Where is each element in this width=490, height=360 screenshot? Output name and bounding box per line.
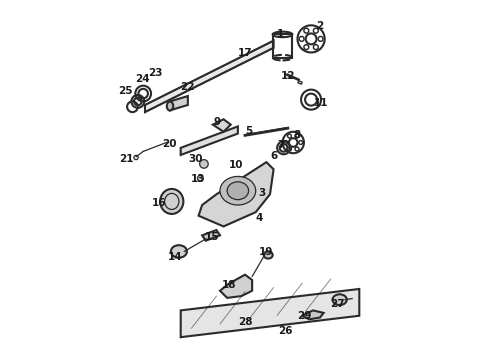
Circle shape [199, 159, 208, 168]
Text: 19: 19 [259, 247, 273, 257]
Text: 8: 8 [293, 130, 300, 140]
Circle shape [304, 28, 309, 33]
Polygon shape [198, 162, 273, 226]
Circle shape [299, 36, 304, 41]
Text: 18: 18 [222, 280, 237, 291]
Text: 6: 6 [270, 151, 278, 161]
Text: 28: 28 [239, 317, 253, 327]
Polygon shape [213, 119, 231, 132]
Text: 9: 9 [214, 117, 220, 127]
Text: 11: 11 [314, 98, 328, 108]
Text: 26: 26 [278, 326, 292, 336]
Text: 27: 27 [330, 299, 344, 309]
Text: 24: 24 [135, 74, 149, 84]
Polygon shape [202, 230, 220, 241]
Text: 14: 14 [168, 252, 183, 262]
Text: 17: 17 [238, 48, 252, 58]
Circle shape [288, 147, 292, 151]
Text: 7: 7 [277, 140, 284, 150]
Text: 3: 3 [259, 188, 266, 198]
Text: 1: 1 [276, 28, 284, 39]
Polygon shape [302, 310, 323, 319]
Circle shape [288, 134, 292, 138]
Circle shape [314, 45, 318, 50]
Circle shape [295, 147, 299, 151]
Bar [272, 35, 293, 58]
Text: 25: 25 [118, 86, 133, 96]
Text: 20: 20 [162, 139, 176, 149]
Ellipse shape [160, 189, 183, 214]
Circle shape [314, 28, 318, 33]
Circle shape [284, 140, 288, 144]
Text: 22: 22 [181, 82, 195, 92]
Ellipse shape [264, 251, 272, 258]
Polygon shape [145, 41, 273, 112]
Text: 15: 15 [205, 232, 220, 242]
Ellipse shape [171, 245, 187, 258]
Circle shape [197, 175, 203, 181]
Text: 2: 2 [317, 21, 323, 31]
Text: 4: 4 [256, 212, 263, 222]
Ellipse shape [220, 176, 256, 205]
Text: 13: 13 [191, 174, 206, 184]
Polygon shape [298, 81, 302, 84]
Text: 10: 10 [229, 159, 244, 170]
Text: 16: 16 [152, 198, 167, 208]
Text: 23: 23 [147, 68, 162, 78]
Polygon shape [170, 96, 188, 111]
Text: 21: 21 [119, 154, 134, 164]
Circle shape [318, 36, 323, 41]
Circle shape [299, 140, 303, 144]
Text: 29: 29 [297, 311, 311, 321]
Polygon shape [181, 126, 238, 155]
Ellipse shape [167, 102, 173, 111]
Text: 12: 12 [281, 71, 295, 81]
Polygon shape [181, 289, 359, 337]
Ellipse shape [333, 294, 347, 305]
Text: 5: 5 [245, 126, 252, 136]
Ellipse shape [227, 182, 248, 200]
Text: 30: 30 [189, 154, 203, 164]
Circle shape [295, 134, 299, 138]
Polygon shape [220, 275, 252, 298]
Circle shape [304, 45, 309, 50]
